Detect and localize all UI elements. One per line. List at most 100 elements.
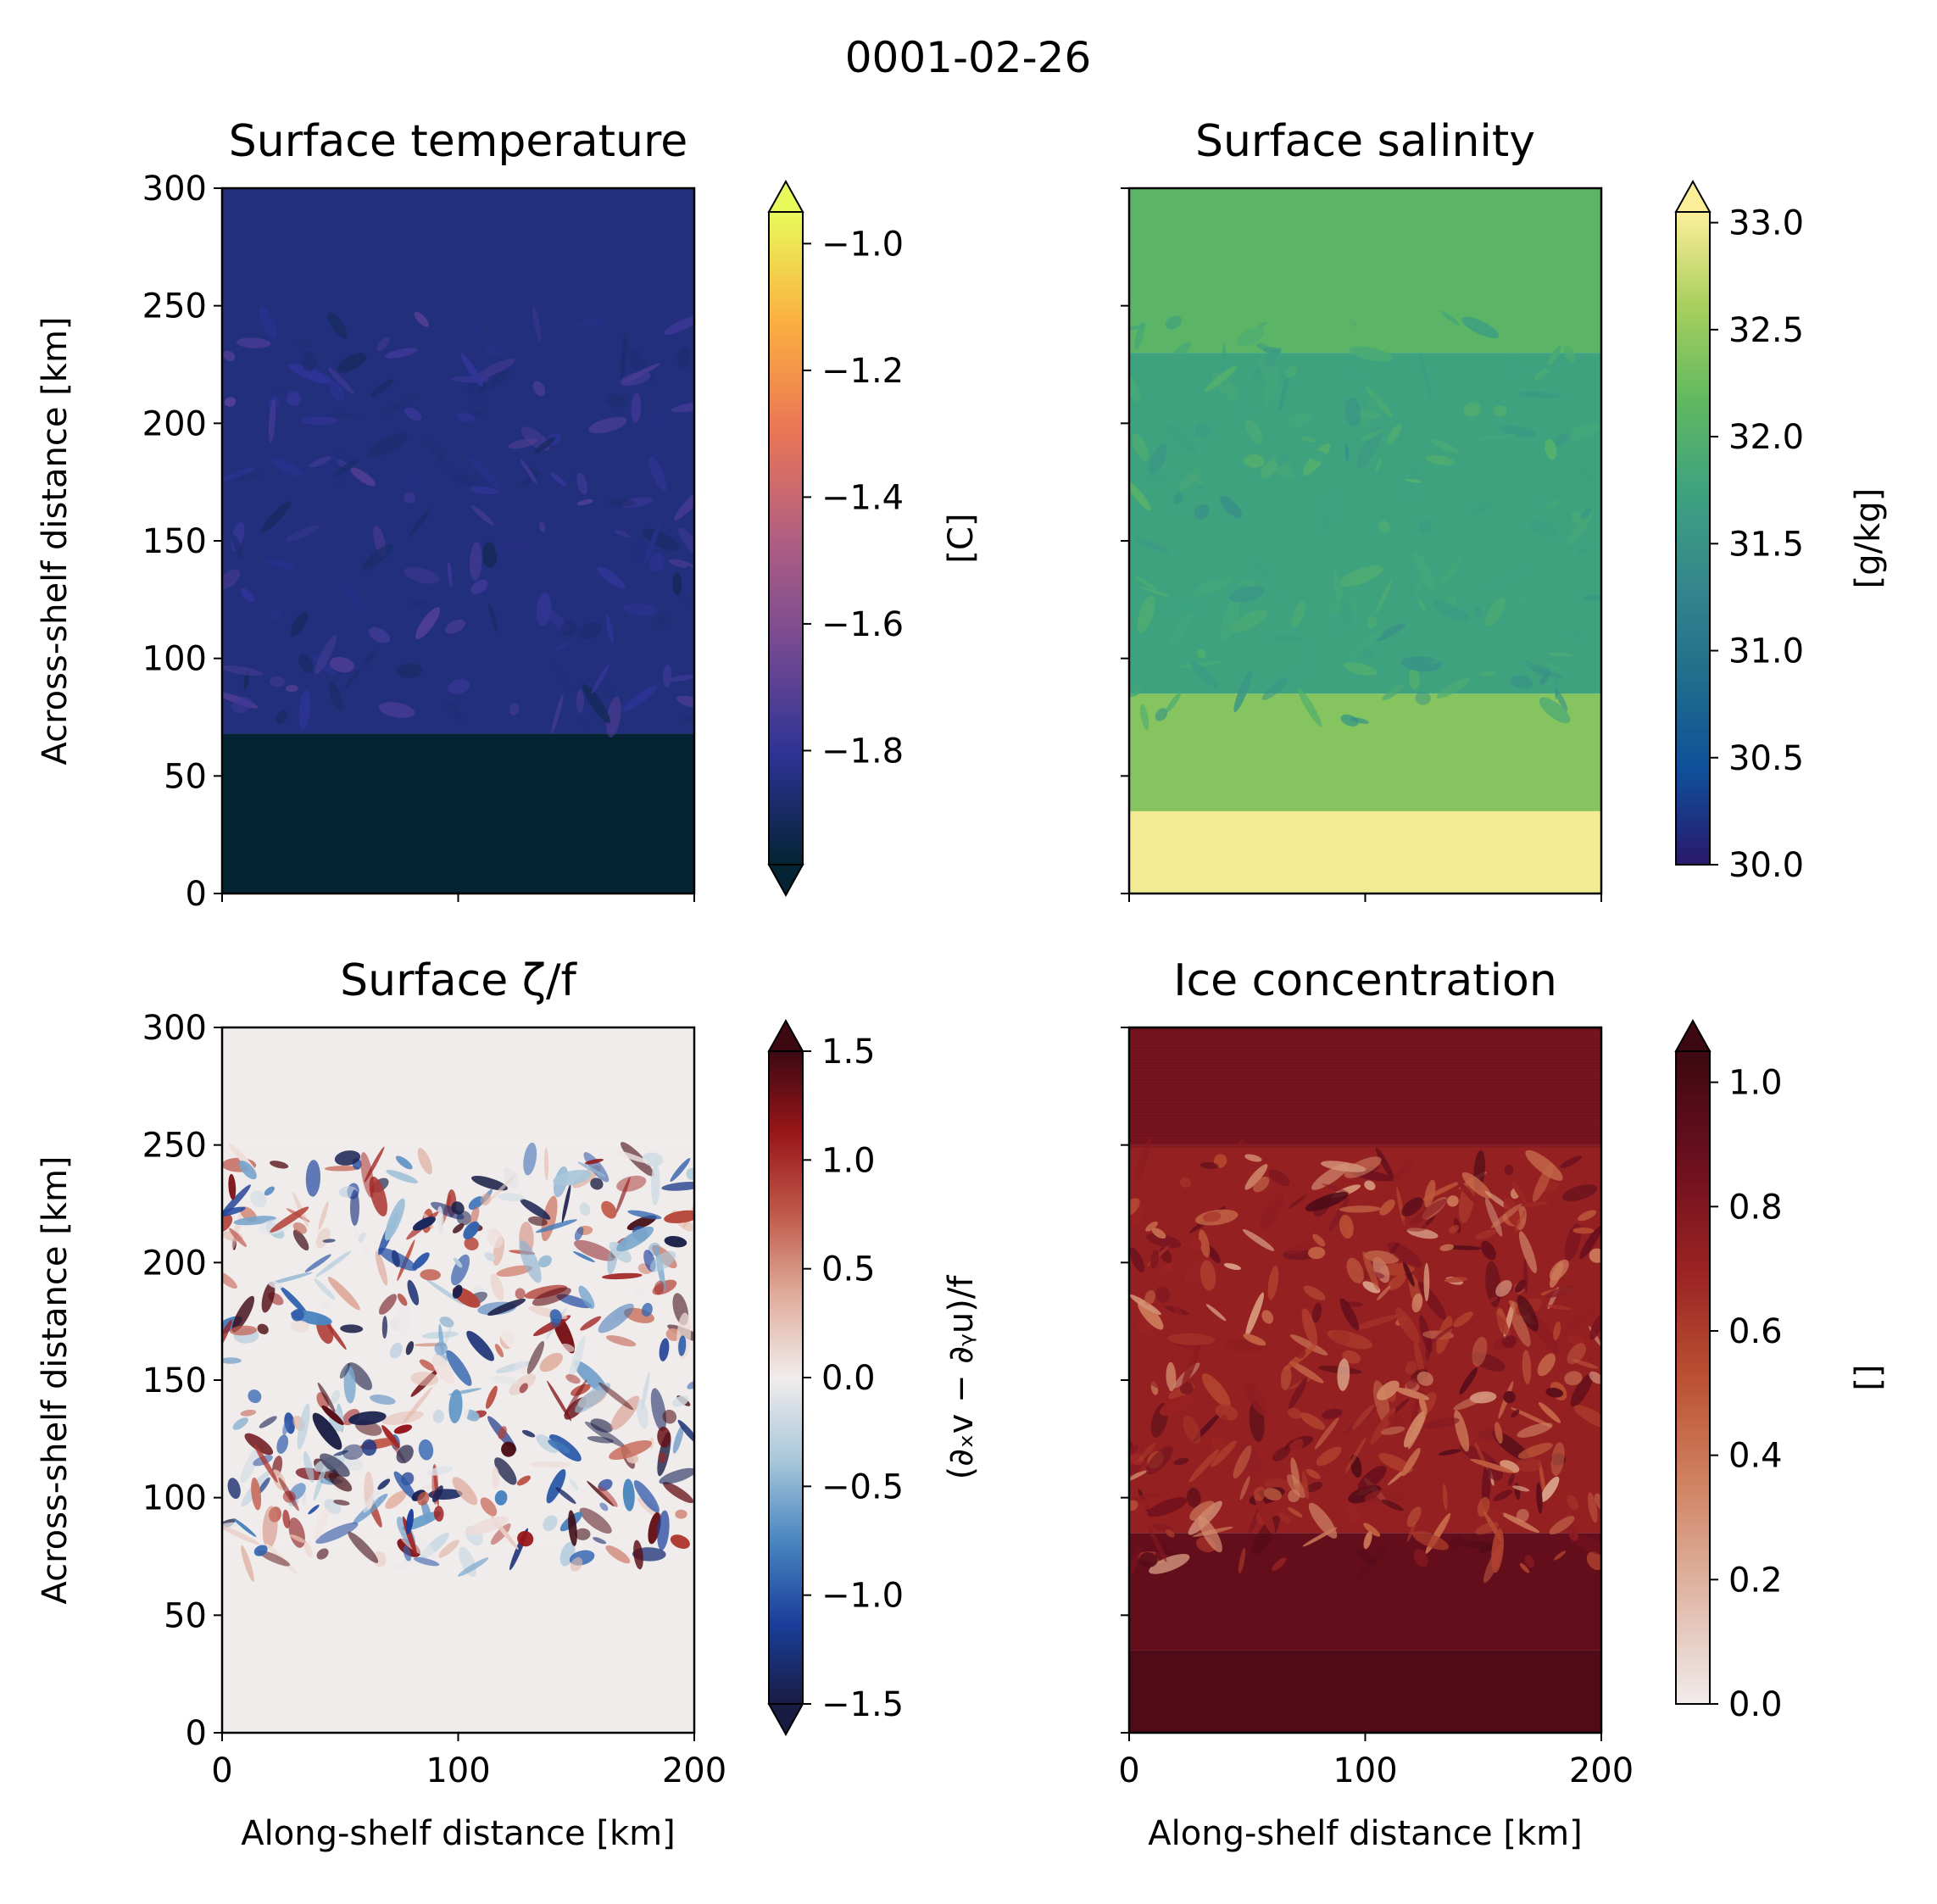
- band-line: [1129, 1144, 1601, 1148]
- band-line: [1129, 1054, 1601, 1057]
- eddy-blob: [1547, 346, 1561, 365]
- panel-title: Ice concentration: [1173, 955, 1557, 1006]
- colorbar-tick-label: 1.0: [1728, 1064, 1783, 1103]
- eddy-blob: [576, 689, 585, 714]
- eddy-blob: [1215, 1404, 1238, 1421]
- eddy-blob: [517, 1530, 534, 1547]
- region-0: [222, 733, 694, 894]
- eddy-blob: [1415, 691, 1431, 705]
- xtick-label: 0: [1118, 1751, 1139, 1790]
- ytick-label: 300: [142, 1009, 207, 1048]
- eddy-blob: [590, 1418, 613, 1433]
- eddy-blob: [431, 1201, 465, 1220]
- eddy-blob: [1165, 1529, 1175, 1538]
- eddy-blob: [509, 703, 520, 715]
- eddy-blob: [1448, 1225, 1460, 1233]
- eddy-blob: [1139, 586, 1170, 597]
- eddy-blob: [579, 1202, 591, 1216]
- eddy-blob: [1408, 667, 1420, 690]
- colorbar-tick-label: −1.6: [821, 605, 904, 644]
- eddy-blob: [1479, 1544, 1495, 1553]
- eddy-blob: [649, 553, 665, 572]
- eddy-blob: [1288, 1378, 1307, 1410]
- eddy-blob: [297, 1403, 310, 1450]
- eddy-blob: [1567, 510, 1594, 546]
- eddy-blob: [520, 1199, 551, 1220]
- eddy-blob: [1321, 1161, 1366, 1172]
- eddy-blob: [1553, 1321, 1561, 1341]
- eddy-blob: [326, 413, 365, 418]
- eddy-blob: [1456, 1179, 1478, 1205]
- eddy-blob: [418, 1439, 434, 1461]
- eddy-blob: [1405, 1361, 1417, 1375]
- eddy-blob: [393, 1471, 416, 1500]
- eddy-blob: [1510, 675, 1533, 689]
- colorbar-tick-label: 0.5: [821, 1250, 876, 1289]
- eddy-blob: [651, 615, 671, 630]
- eddy-blob: [468, 1196, 484, 1211]
- eddy-blob: [258, 1477, 270, 1495]
- eddy-blob: [1425, 1339, 1432, 1361]
- eddy-blob: [1144, 1289, 1155, 1306]
- eddy-blob: [1199, 1260, 1216, 1291]
- eddy-blob: [1522, 1350, 1532, 1384]
- eddy-blob: [433, 1506, 444, 1522]
- band-line: [1129, 1142, 1601, 1145]
- xtick-label: 100: [1333, 1751, 1397, 1790]
- eddy-blob: [1567, 1336, 1584, 1345]
- eddy-blob: [1165, 424, 1197, 454]
- band-line: [1129, 1118, 1601, 1122]
- eddy-blob: [460, 1396, 470, 1431]
- eddy-blob: [1515, 1210, 1526, 1233]
- eddy-blob: [664, 1210, 694, 1224]
- eddy-blob: [1167, 1333, 1216, 1345]
- ytick-label: 0: [186, 1714, 207, 1753]
- band-line: [1129, 1112, 1601, 1116]
- eddy-blob: [1166, 693, 1181, 713]
- eddy-blob: [451, 1201, 465, 1215]
- eddy-blob: [1511, 1180, 1527, 1203]
- band-line: [1129, 1062, 1601, 1066]
- band-line: [1129, 1110, 1601, 1113]
- eddy-blob: [1556, 1541, 1570, 1554]
- eddy-blob: [1300, 436, 1316, 443]
- eddy-blob: [1400, 1161, 1414, 1172]
- ytick-label: 150: [142, 522, 207, 561]
- eddy-blob: [328, 682, 342, 711]
- eddy-blob: [328, 1473, 353, 1492]
- eddy-blob: [1522, 1201, 1549, 1207]
- eddy-blob: [347, 1362, 373, 1390]
- eddy-blob: [520, 459, 538, 485]
- band-line: [1129, 1104, 1601, 1107]
- colorbar-tick-label: 31.5: [1728, 525, 1804, 564]
- eddy-blob: [1129, 480, 1151, 511]
- eddy-blob: [438, 1539, 459, 1558]
- eddy-blob: [233, 1517, 257, 1538]
- eddy-blob: [633, 1480, 660, 1513]
- eddy-blob: [290, 1534, 306, 1544]
- eddy-blob: [386, 1169, 419, 1183]
- eddy-blob: [258, 1550, 291, 1567]
- eddy-blob: [1332, 1329, 1350, 1345]
- eddy-blob: [1484, 1197, 1503, 1237]
- eddy-blob: [407, 1279, 420, 1306]
- eddy-blob: [1134, 359, 1150, 382]
- eddy-blob: [378, 702, 415, 718]
- eddy-blob: [1485, 597, 1506, 627]
- eddy-blob: [574, 1227, 584, 1241]
- eddy-blob: [1533, 496, 1545, 517]
- eddy-blob: [623, 603, 657, 616]
- eddy-blob: [1147, 1497, 1188, 1517]
- eddy-blob: [1190, 660, 1219, 688]
- eddy-blob: [1363, 1523, 1381, 1537]
- eddy-blob: [621, 363, 660, 383]
- eddy-blob: [1389, 1242, 1400, 1255]
- band-line: [1129, 1048, 1601, 1051]
- eddy-blob: [1511, 1407, 1552, 1428]
- eddy-blob: [329, 381, 344, 401]
- eddy-blob: [439, 1317, 454, 1328]
- band-line: [1129, 1036, 1601, 1039]
- eddy-blob: [268, 398, 276, 443]
- eddy-blob: [1537, 1353, 1556, 1377]
- eddy-blob: [1165, 315, 1183, 330]
